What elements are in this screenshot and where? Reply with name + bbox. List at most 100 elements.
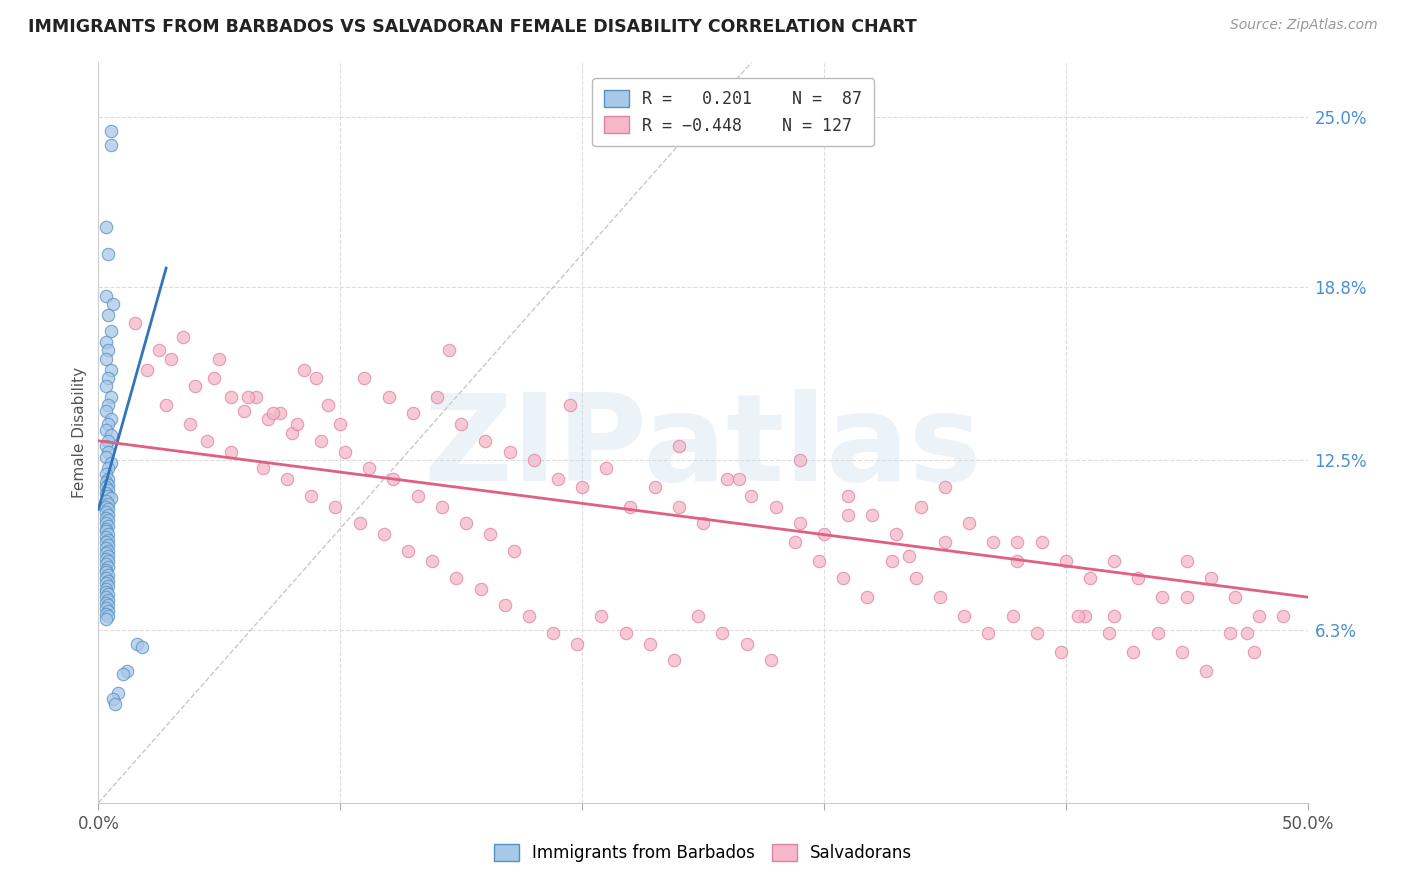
Point — [325, 500, 347, 514]
Point — [94, 423, 117, 437]
Point — [97, 587, 120, 601]
Point — [1146, 625, 1168, 640]
Point — [117, 664, 139, 678]
Text: Source: ZipAtlas.com: Source: ZipAtlas.com — [1230, 18, 1378, 32]
Point — [541, 625, 564, 640]
Point — [1272, 609, 1295, 624]
Point — [692, 516, 714, 530]
Point — [1001, 609, 1024, 624]
Point — [94, 450, 117, 465]
Point — [1050, 645, 1073, 659]
Point — [94, 576, 117, 591]
Point — [1067, 609, 1090, 624]
Point — [735, 637, 758, 651]
Point — [837, 508, 859, 522]
Point — [94, 467, 117, 481]
Point — [94, 546, 117, 560]
Point — [97, 513, 120, 527]
Point — [953, 609, 976, 624]
Point — [100, 491, 122, 506]
Point — [359, 461, 381, 475]
Point — [929, 590, 952, 604]
Point — [100, 428, 122, 442]
Point — [716, 472, 738, 486]
Point — [860, 508, 883, 522]
Point — [595, 461, 617, 475]
Point — [221, 445, 243, 459]
Point — [94, 607, 117, 621]
Point — [94, 403, 117, 417]
Point — [184, 379, 207, 393]
Point — [232, 403, 254, 417]
Point — [97, 343, 120, 358]
Point — [160, 351, 183, 366]
Point — [904, 571, 927, 585]
Point — [668, 439, 690, 453]
Point — [195, 434, 218, 448]
Point — [329, 417, 352, 432]
Point — [309, 434, 332, 448]
Point — [94, 486, 117, 500]
Point — [1236, 625, 1258, 640]
Point — [97, 247, 120, 261]
Point — [934, 535, 956, 549]
Point — [94, 480, 117, 494]
Point — [97, 604, 120, 618]
Point — [97, 574, 120, 588]
Point — [503, 543, 526, 558]
Point — [97, 568, 120, 582]
Point — [813, 527, 835, 541]
Point — [420, 554, 443, 568]
Point — [1031, 535, 1053, 549]
Point — [740, 489, 762, 503]
Point — [127, 637, 149, 651]
Point — [94, 335, 117, 350]
Point — [111, 667, 134, 681]
Point — [148, 343, 170, 358]
Point — [470, 582, 492, 596]
Point — [688, 609, 710, 624]
Point — [97, 538, 120, 552]
Point — [316, 398, 339, 412]
Point — [94, 494, 117, 508]
Point — [135, 362, 157, 376]
Point — [94, 551, 117, 566]
Point — [1007, 535, 1029, 549]
Point — [437, 343, 460, 358]
Point — [94, 612, 117, 626]
Point — [94, 439, 117, 453]
Point — [94, 500, 117, 514]
Point — [430, 500, 453, 514]
Point — [305, 371, 328, 385]
Point — [97, 554, 120, 568]
Point — [1025, 625, 1047, 640]
Point — [547, 472, 569, 486]
Point — [97, 609, 120, 624]
Point — [204, 371, 226, 385]
Point — [97, 398, 120, 412]
Point — [101, 297, 124, 311]
Point — [94, 541, 117, 555]
Point — [333, 445, 356, 459]
Point — [1223, 590, 1246, 604]
Point — [97, 489, 120, 503]
Point — [97, 527, 120, 541]
Point — [1098, 625, 1121, 640]
Point — [94, 516, 117, 530]
Point — [662, 653, 685, 667]
Point — [107, 686, 129, 700]
Point — [131, 640, 153, 654]
Point — [567, 637, 589, 651]
Point — [97, 477, 120, 491]
Point — [789, 516, 811, 530]
Point — [1122, 645, 1144, 659]
Point — [97, 417, 120, 432]
Point — [97, 549, 120, 563]
Point — [97, 599, 120, 613]
Point — [1171, 645, 1194, 659]
Point — [1152, 590, 1174, 604]
Point — [124, 316, 146, 330]
Point — [759, 653, 782, 667]
Point — [276, 472, 298, 486]
Point — [981, 535, 1004, 549]
